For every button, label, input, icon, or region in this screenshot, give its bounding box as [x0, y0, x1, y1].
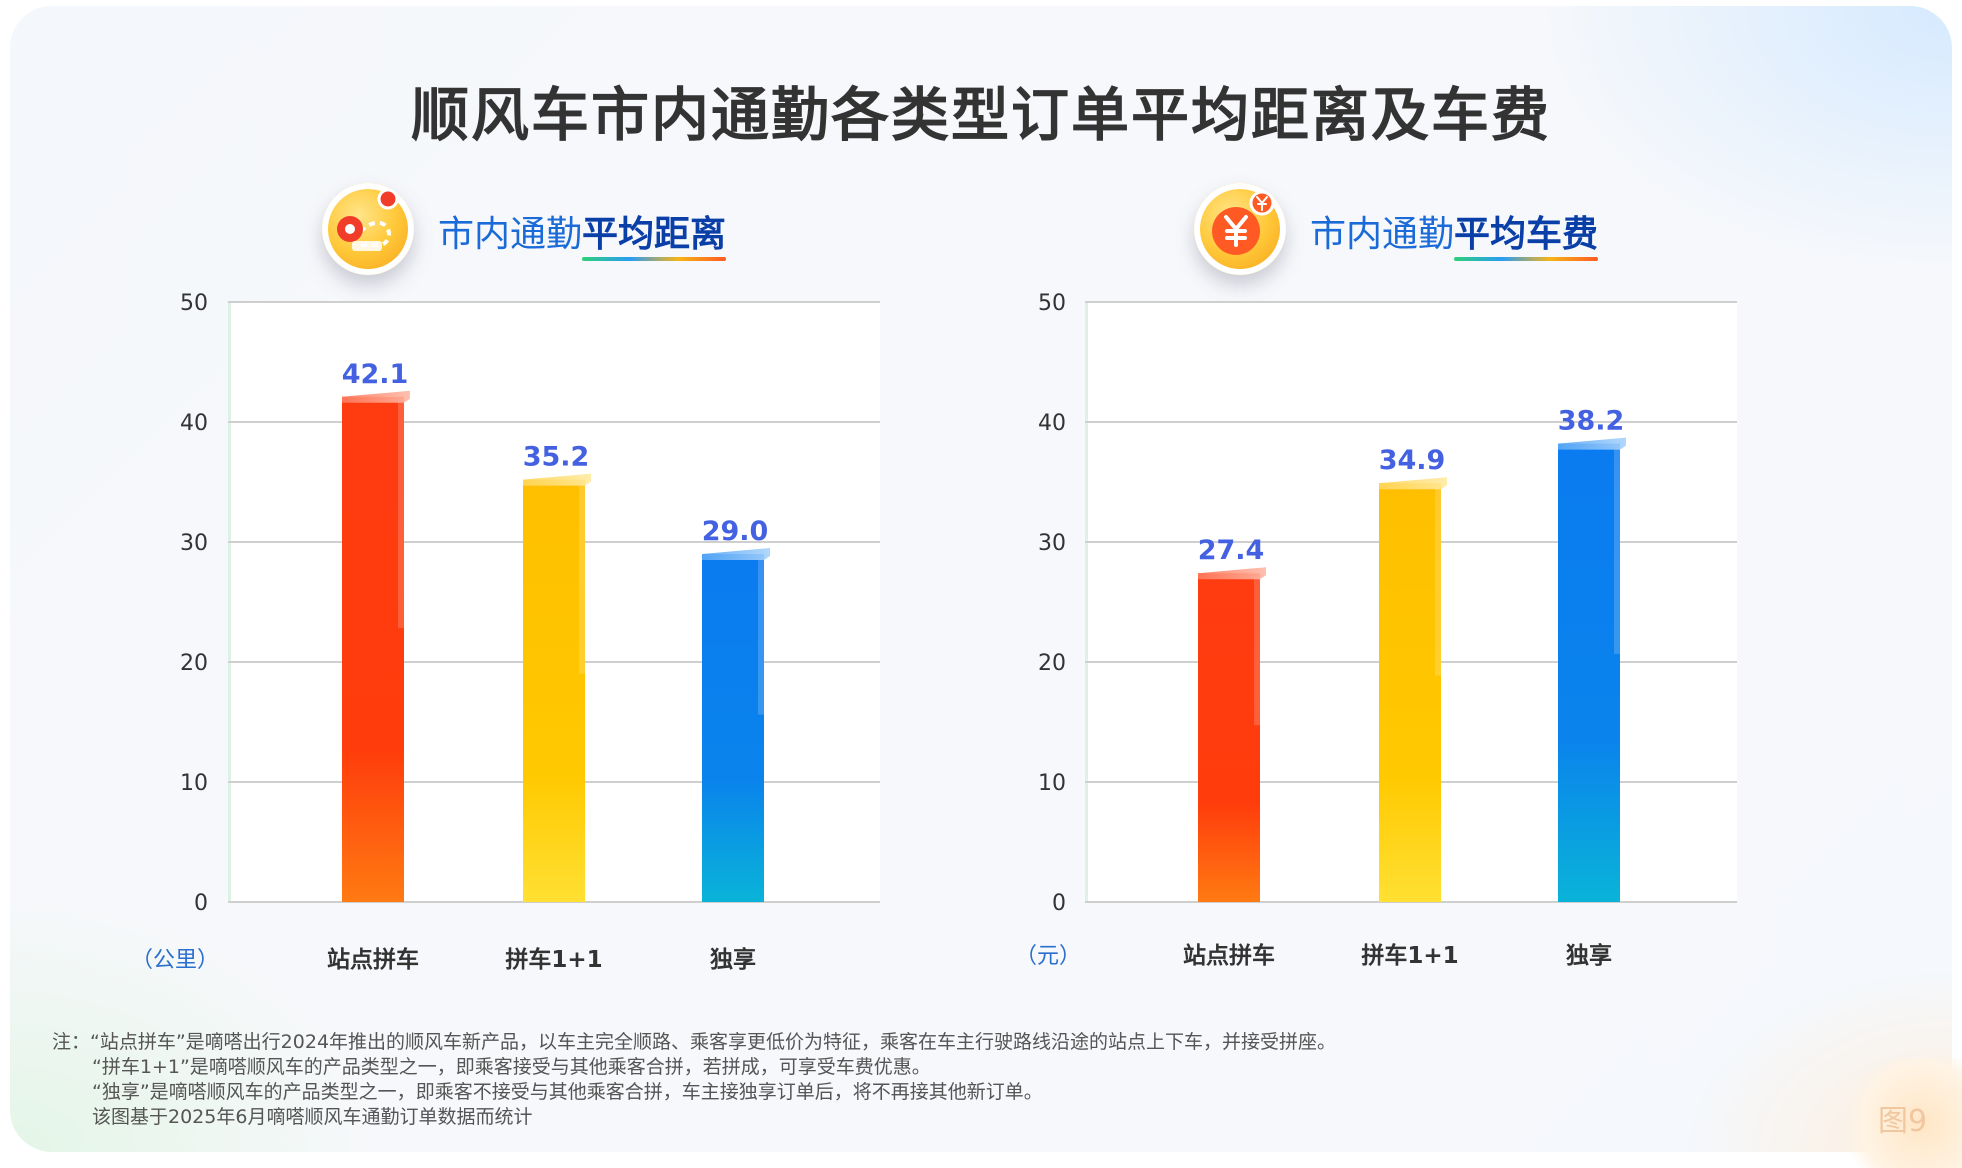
- bar-highlight: [1614, 447, 1620, 654]
- plot-left-border: [1085, 302, 1088, 902]
- yuan-coin-icon: [1194, 183, 1286, 275]
- y-tick-label: 40: [1038, 411, 1066, 436]
- y-tick-label: 20: [180, 651, 208, 676]
- bar-cap: [1198, 567, 1266, 580]
- header-underline: [582, 257, 727, 261]
- route-map-pin-icon: [322, 183, 414, 275]
- y-tick-label: 0: [194, 891, 208, 916]
- x-category-label: 独享: [1566, 942, 1612, 969]
- header-underline: [1454, 257, 1599, 261]
- y-tick-label: 30: [1038, 531, 1066, 556]
- y-tick-label: 50: [180, 291, 208, 316]
- footnote: 注：“站点拼车”是嘀嗒出行2024年推出的顺风车新产品，以车主完全顺路、乘客享更…: [52, 1030, 1336, 1130]
- panel-header-emphasis: 平均车费: [1454, 214, 1599, 255]
- bar-cap: [1379, 477, 1447, 490]
- bar: [1379, 483, 1441, 902]
- y-tick-label: 40: [180, 411, 208, 436]
- x-category-label: 拼车1+1: [505, 946, 602, 973]
- bar-highlight: [579, 483, 585, 674]
- x-category-label: 独享: [710, 946, 756, 973]
- value-label: 29.0: [702, 516, 769, 547]
- value-label: 42.1: [342, 359, 409, 390]
- value-label: 38.2: [1558, 406, 1625, 437]
- figure-label: 图9: [1878, 1104, 1928, 1139]
- bar: [702, 554, 764, 902]
- bar-cap: [1558, 437, 1626, 450]
- y-tick-label: 10: [180, 771, 208, 796]
- value-label: 27.4: [1198, 535, 1265, 566]
- y-unit-label: （元）: [1015, 944, 1081, 969]
- plot-left-border: [228, 302, 231, 902]
- panel-header-prefix: 市内通勤: [1310, 214, 1455, 255]
- footnote-line: 注：“站点拼车”是嘀嗒出行2024年推出的顺风车新产品，以车主完全顺路、乘客享更…: [52, 1031, 1337, 1053]
- page-title: 顺风车市内通勤各类型订单平均距离及车费: [410, 81, 1551, 149]
- y-tick-label: 30: [180, 531, 208, 556]
- bar: [342, 396, 404, 902]
- value-label: 35.2: [523, 442, 590, 473]
- bar-highlight: [1435, 487, 1441, 676]
- bar-cap: [523, 473, 591, 486]
- panel-header-emphasis: 平均距离: [582, 214, 727, 255]
- y-tick-label: 20: [1038, 651, 1066, 676]
- y-tick-label: 0: [1052, 891, 1066, 916]
- panel-header-prefix: 市内通勤: [438, 214, 583, 255]
- footnote-line: “独享”是嘀嗒顺风车的产品类型之一，即乘客不接受与其他乘客合拼，车主接独享订单后…: [92, 1081, 1043, 1103]
- value-label: 34.9: [1379, 445, 1446, 476]
- footnote-line: 该图基于2025年6月嘀嗒顺风车通勤订单数据而统计: [92, 1106, 533, 1128]
- bar-highlight: [398, 400, 404, 629]
- bar-highlight: [1254, 577, 1260, 726]
- bar-cap: [702, 548, 770, 560]
- bar: [1198, 573, 1260, 902]
- x-category-label: 拼车1+1: [1361, 942, 1458, 969]
- bar: [523, 479, 585, 902]
- figure-tag-bg: [1850, 1058, 1962, 1168]
- bar-highlight: [758, 558, 764, 715]
- bar: [1558, 443, 1620, 902]
- x-category-label: 站点拼车: [327, 946, 419, 973]
- footnote-line: “拼车1+1”是嘀嗒顺风车的产品类型之一，即乘客接受与其他乘客合拼，若拼成，可享…: [92, 1056, 931, 1078]
- bar-cap: [342, 390, 410, 403]
- y-unit-label: （公里）: [131, 948, 219, 973]
- y-tick-label: 50: [1038, 291, 1066, 316]
- y-tick-label: 10: [1038, 771, 1066, 796]
- x-category-label: 站点拼车: [1183, 942, 1275, 969]
